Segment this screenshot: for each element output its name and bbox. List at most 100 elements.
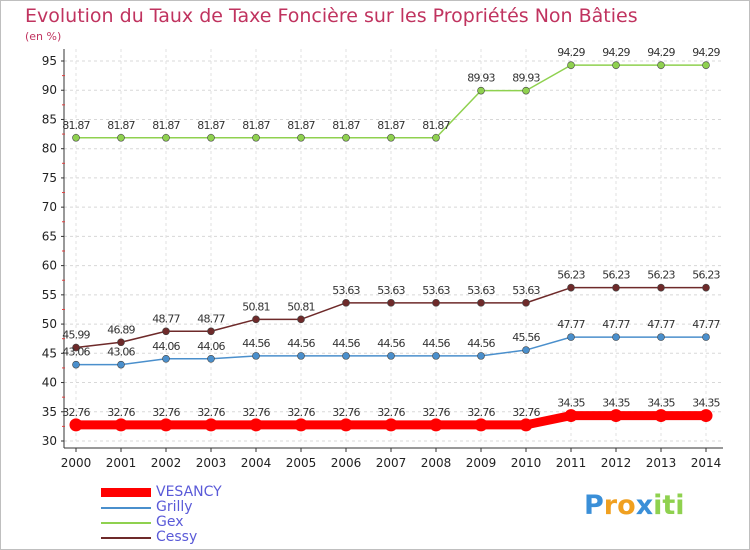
data-point-gex-2006 xyxy=(342,133,350,142)
data-point-grilly-2008 xyxy=(432,352,440,360)
data-point-vesancy-2003 xyxy=(204,418,218,432)
y-tick-label-95: 95 xyxy=(42,54,57,68)
data-label-cessy-2011: 56.23 xyxy=(557,269,585,282)
data-point-vesancy-2000 xyxy=(69,418,83,432)
data-point-vesancy-2010 xyxy=(519,418,533,432)
data-label-grilly-2006: 44.56 xyxy=(332,337,360,350)
data-point-gex-2010 xyxy=(522,86,530,95)
data-point-grilly-2002 xyxy=(162,355,170,363)
legend-swatch-cessy xyxy=(101,537,151,539)
legend-swatch-grilly xyxy=(101,507,151,509)
data-label-grilly-2001: 43.06 xyxy=(107,346,135,359)
data-label-vesancy-2008: 32.76 xyxy=(422,406,450,419)
x-tick-label-2013: 2013 xyxy=(646,456,677,470)
data-label-vesancy-2012: 34.35 xyxy=(602,397,630,410)
logo-letter: r xyxy=(603,490,618,521)
data-point-grilly-2001 xyxy=(117,360,125,369)
data-point-cessy-2011 xyxy=(567,283,575,292)
data-point-vesancy-2004 xyxy=(249,418,263,432)
data-point-grilly-2010 xyxy=(522,346,530,354)
x-tick-label-2001: 2001 xyxy=(106,456,137,470)
data-label-vesancy-2010: 32.76 xyxy=(512,406,540,419)
data-label-vesancy-2003: 32.76 xyxy=(197,406,225,419)
data-point-vesancy-2005 xyxy=(294,418,308,432)
data-point-gex-2014 xyxy=(702,61,710,69)
data-point-cessy-2000 xyxy=(72,343,80,352)
chart-title: Evolution du Taux de Taxe Foncière sur l… xyxy=(25,5,638,27)
data-label-gex-2014: 94.29 xyxy=(692,46,720,59)
y-tick-label-60: 60 xyxy=(42,259,57,273)
data-point-grilly-2006 xyxy=(342,352,350,360)
legend-item-gex: Gex xyxy=(101,515,301,530)
data-label-gex-2012: 94.29 xyxy=(602,46,630,59)
x-tick-label-2002: 2002 xyxy=(151,456,182,470)
data-label-gex-2004: 81.87 xyxy=(242,119,270,132)
y-tick-label-40: 40 xyxy=(42,376,57,390)
data-label-cessy-2009: 53.63 xyxy=(467,284,495,297)
data-point-grilly-2013 xyxy=(657,333,665,341)
data-point-cessy-2009 xyxy=(477,299,485,307)
data-label-grilly-2007: 44.56 xyxy=(377,337,405,350)
data-label-vesancy-2002: 32.76 xyxy=(152,406,180,419)
data-point-gex-2013 xyxy=(657,61,665,69)
data-point-grilly-2009 xyxy=(477,352,485,360)
data-label-grilly-2002: 44.06 xyxy=(152,340,180,353)
data-point-cessy-2014 xyxy=(702,283,710,292)
data-label-cessy-2010: 53.63 xyxy=(512,284,540,297)
data-point-gex-2002 xyxy=(162,133,170,142)
data-label-cessy-2008: 53.63 xyxy=(422,284,450,297)
data-point-vesancy-2013 xyxy=(654,409,668,423)
y-tick-label-75: 75 xyxy=(42,171,57,185)
data-label-vesancy-2005: 32.76 xyxy=(287,406,315,419)
y-tick-label-45: 45 xyxy=(42,346,57,360)
x-tick-label-2009: 2009 xyxy=(466,456,497,470)
data-point-cessy-2001 xyxy=(117,338,125,347)
data-point-gex-2007 xyxy=(387,133,395,142)
data-point-vesancy-2011 xyxy=(564,409,578,423)
data-label-cessy-2004: 50.81 xyxy=(242,300,270,313)
logo-letter: i xyxy=(653,490,663,521)
data-label-vesancy-2006: 32.76 xyxy=(332,406,360,419)
data-label-cessy-2005: 50.81 xyxy=(287,300,315,313)
data-point-cessy-2013 xyxy=(657,283,665,292)
data-point-gex-2004 xyxy=(252,133,260,142)
data-label-grilly-2000: 43.06 xyxy=(62,346,90,359)
data-label-grilly-2013: 47.77 xyxy=(647,318,675,331)
data-label-vesancy-2007: 32.76 xyxy=(377,406,405,419)
x-tick-label-2012: 2012 xyxy=(601,456,632,470)
data-point-cessy-2003 xyxy=(207,327,215,336)
data-label-cessy-2013: 56.23 xyxy=(647,269,675,282)
data-label-vesancy-2004: 32.76 xyxy=(242,406,270,419)
data-point-grilly-2000 xyxy=(72,360,80,369)
x-tick-label-2005: 2005 xyxy=(286,456,317,470)
data-point-grilly-2004 xyxy=(252,352,260,360)
data-point-gex-2003 xyxy=(207,133,215,142)
data-label-gex-2003: 81.87 xyxy=(197,119,225,132)
y-tick-label-70: 70 xyxy=(42,200,57,214)
data-point-cessy-2012 xyxy=(612,283,620,292)
legend-swatch-gex xyxy=(101,522,151,524)
data-label-grilly-2012: 47.77 xyxy=(602,318,630,331)
data-point-grilly-2014 xyxy=(702,333,710,341)
data-point-grilly-2003 xyxy=(207,355,215,363)
logo-letter: P xyxy=(584,490,604,521)
proxiti-logo: Proxiti xyxy=(584,490,685,521)
data-label-grilly-2014: 47.77 xyxy=(692,318,720,331)
y-tick-label-90: 90 xyxy=(42,83,57,97)
data-label-cessy-2000: 45.99 xyxy=(62,329,90,342)
data-point-cessy-2002 xyxy=(162,327,170,336)
data-point-grilly-2005 xyxy=(297,352,305,360)
data-label-cessy-2001: 46.89 xyxy=(107,323,135,336)
data-label-gex-2013: 94.29 xyxy=(647,46,675,59)
legend-item-grilly: Grilly xyxy=(101,500,301,515)
data-point-vesancy-2008 xyxy=(429,418,443,432)
logo-letter: o xyxy=(617,490,636,521)
data-label-grilly-2009: 44.56 xyxy=(467,337,495,350)
data-point-cessy-2004 xyxy=(252,315,260,324)
legend-label-grilly: Grilly xyxy=(156,499,193,515)
legend-swatch-vesancy xyxy=(101,488,151,497)
data-point-gex-2008 xyxy=(432,133,440,142)
x-tick-label-2014: 2014 xyxy=(691,456,722,470)
data-label-grilly-2011: 47.77 xyxy=(557,318,585,331)
